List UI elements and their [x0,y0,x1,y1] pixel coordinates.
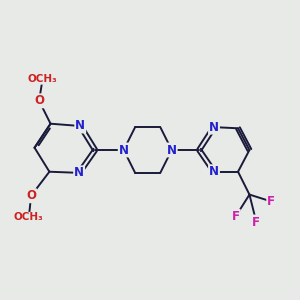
Text: O: O [26,189,36,202]
Text: OCH₃: OCH₃ [28,74,57,84]
Text: F: F [252,215,260,229]
Text: OCH₃: OCH₃ [14,212,44,222]
Text: N: N [209,165,219,178]
Text: N: N [167,143,177,157]
Text: O: O [34,94,44,107]
Text: N: N [119,143,129,157]
Text: F: F [232,210,240,223]
Text: N: N [209,121,219,134]
Text: N: N [74,167,84,179]
Text: F: F [267,195,275,208]
Text: N: N [75,119,85,133]
